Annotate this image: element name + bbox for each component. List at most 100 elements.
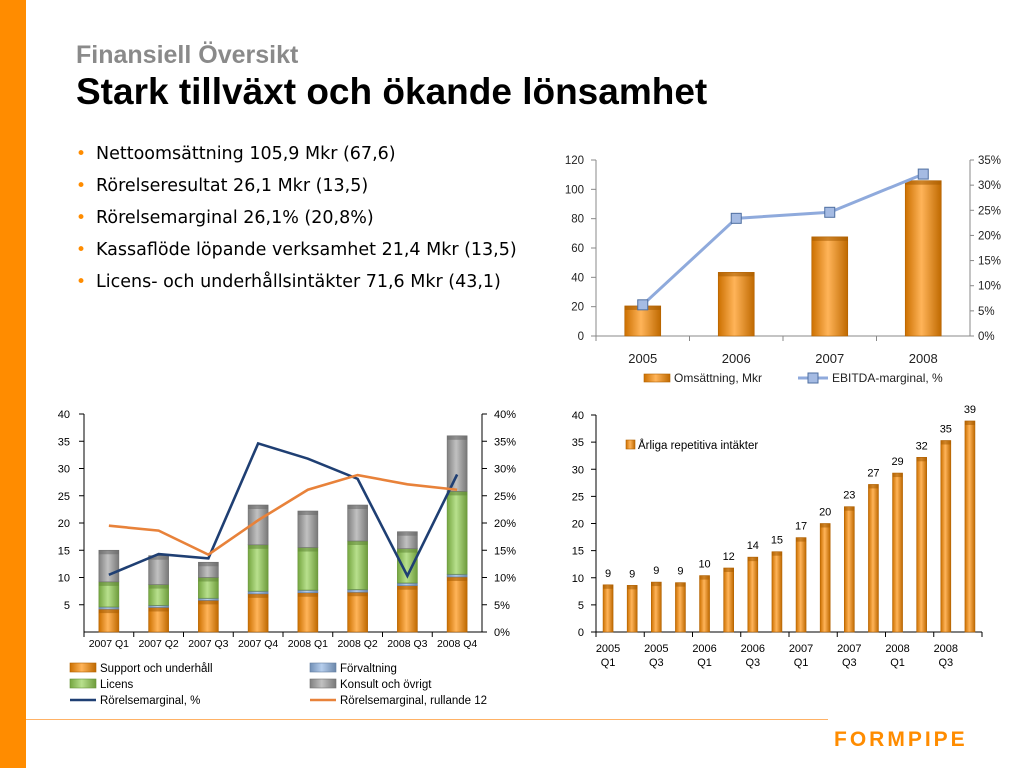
x-tick-label: 2008 Q3	[387, 638, 427, 650]
slide-title: Stark tillväxt och ökande lönsamhet	[76, 71, 708, 112]
formpipe-logo: FORMPIPE	[834, 728, 968, 751]
bullet-text: Kassaflöde löpande verksamhet 21,4 Mkr (…	[96, 240, 517, 260]
stacked-bar-segment-top-cap	[198, 600, 219, 605]
recurring-revenue-bar-top-cap	[651, 582, 662, 587]
x-tick-label: 2008 Q4	[437, 638, 477, 650]
x-tick-label-quarter: Q3	[649, 657, 664, 669]
recurring-revenue-bar-top-cap	[796, 537, 807, 542]
recurring-revenue-bar-top-cap	[771, 551, 782, 556]
y-tick-label-left: 100	[565, 184, 584, 196]
stacked-bar-segment-top-cap	[198, 562, 219, 567]
y-tick-label-right: 10%	[978, 281, 1001, 293]
y-tick-label-left: 40	[571, 272, 584, 284]
footer-divider	[26, 719, 828, 720]
y-tick-label-right: 20%	[494, 518, 516, 530]
bullet-dot-icon: •	[76, 240, 87, 260]
y-tick-label: 5	[578, 600, 584, 612]
stacked-bar-segment-top-cap	[347, 589, 368, 591]
legend-label: Support och underhåll	[100, 663, 213, 675]
x-tick-label-year: 2006	[692, 643, 716, 655]
stacked-bar-segment	[148, 555, 169, 585]
x-tick-label-quarter: Q1	[890, 657, 905, 669]
bullet-dot-icon: •	[76, 176, 87, 196]
x-tick-label-quarter: Q1	[697, 657, 712, 669]
y-tick-label: 0	[578, 627, 584, 639]
data-label: 20	[819, 507, 831, 519]
recurring-revenue-bar-top-cap	[820, 523, 831, 528]
legend-label: Rörelsemarginal, rullande 12	[340, 695, 487, 707]
y-tick-label-left: 0	[578, 331, 584, 343]
bullet-dot-icon: •	[76, 208, 87, 228]
stacked-bar-segment-top-cap	[447, 574, 468, 576]
revenue-bar-top-cap	[811, 236, 848, 241]
y-tick-label-left: 60	[571, 243, 584, 255]
y-tick-label: 35	[572, 437, 584, 449]
recurring-revenue-bar	[964, 420, 976, 633]
x-tick-label: 2008 Q1	[288, 638, 328, 650]
stacked-bar-segment-top-cap	[248, 591, 269, 593]
stacked-bar-segment-top-cap	[248, 593, 269, 598]
x-tick-label-quarter: Q3	[745, 657, 760, 669]
stacked-bar-segment-top-cap	[347, 505, 368, 510]
y-tick-label-left: 15	[58, 545, 70, 557]
stacked-bar-segment-top-cap	[297, 547, 318, 552]
stacked-bar-segment-top-cap	[98, 550, 119, 555]
x-tick-label-year: 2006	[741, 643, 765, 655]
data-label: 35	[940, 423, 952, 435]
stacked-bar-segment	[297, 592, 319, 633]
y-tick-label-left: 20	[571, 302, 584, 314]
data-label: 9	[677, 566, 683, 578]
revenue-bar	[624, 305, 662, 337]
y-tick-label-right: 35%	[978, 155, 1001, 167]
stacked-bar-segment-top-cap	[347, 592, 368, 597]
x-tick-label: 2007 Q2	[138, 638, 178, 650]
y-tick-label-left: 35	[58, 436, 70, 448]
logo-text: FORMPIPE	[834, 728, 968, 751]
y-tick-label-left: 10	[58, 573, 70, 585]
x-tick-label: 2007 Q3	[188, 638, 228, 650]
legend-swatch-revenue	[643, 373, 671, 383]
recurring-revenue-bar	[723, 567, 734, 633]
stacked-bar-segment	[347, 540, 368, 590]
legend-label: Konsult och övrigt	[340, 679, 432, 691]
y-tick-label-right: 25%	[494, 491, 516, 503]
margin-line	[108, 473, 458, 557]
stacked-bar-segment	[446, 491, 468, 575]
x-tick-label-year: 2005	[596, 643, 620, 655]
y-tick-label-left: 80	[571, 214, 584, 226]
stacked-bar-segment-top-cap	[447, 491, 468, 496]
bullet-dot-icon: •	[76, 272, 87, 292]
legend-label: Rörelsemarginal, %	[100, 695, 200, 707]
data-label: 14	[747, 540, 759, 552]
x-tick-label-year: 2008	[934, 643, 958, 655]
y-tick-label-right: 0%	[978, 331, 995, 343]
revenue-bar	[717, 272, 755, 337]
y-tick-label-right: 30%	[978, 180, 1001, 192]
stacked-bar-segment-top-cap	[198, 577, 219, 582]
stacked-bar-segment-top-cap	[397, 531, 418, 536]
stacked-bar-segment	[347, 591, 368, 633]
recurring-revenue-bar	[675, 582, 686, 633]
x-tick-label: 2008 Q2	[337, 638, 377, 650]
data-label: 9	[653, 565, 659, 577]
data-label: 29	[891, 456, 903, 468]
y-tick-label: 20	[572, 519, 584, 531]
key-figures-list: • Nettoomsättning 105,9 Mkr (67,6) • Rörel…	[76, 142, 526, 302]
y-tick-label-left: 120	[565, 155, 584, 167]
annual-revenue-chart: 0 20 40 60 80 100 120 0% 5% 10% 15% 20% 25% 30% 35% 200…	[565, 155, 1001, 385]
ebitda-margin-line	[641, 172, 924, 306]
recurring-revenue-bar-top-cap	[603, 584, 614, 589]
stacked-bar-segment-top-cap	[347, 540, 368, 545]
accent-bar	[0, 0, 26, 768]
y-tick-label: 15	[572, 546, 584, 558]
stacked-bar-segment	[397, 531, 418, 549]
y-tick-label-right: 0%	[494, 627, 510, 639]
quarterly-revenue-chart: 5 10 15 20 25 30 35 40 0% 5% 10% 15% 20% 25% 30% 35% 40%…	[58, 409, 516, 707]
x-tick-label: 2005	[628, 351, 657, 366]
y-tick-label-left: 40	[58, 409, 70, 421]
stacked-bar-segment-top-cap	[148, 607, 169, 612]
recurring-revenue-bar	[940, 440, 952, 633]
stacked-bar-segment-top-cap	[297, 592, 318, 597]
ebitda-marker	[637, 299, 649, 311]
recurring-revenue-bar-top-cap	[747, 557, 758, 562]
